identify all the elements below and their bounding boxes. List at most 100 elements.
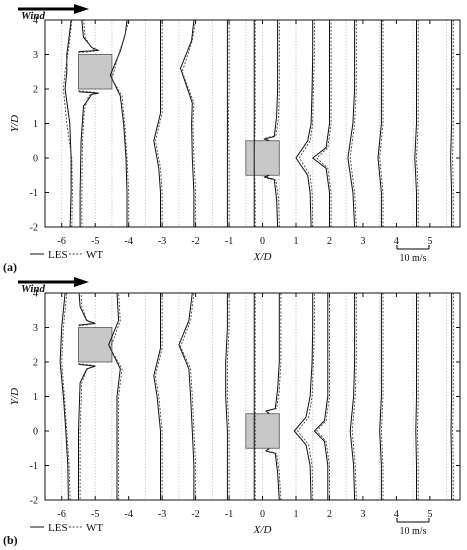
y-tick-label: 0 [33, 427, 38, 438]
chart-panel-b: -6 -5 -4 -3 -2 -1 0 1 2 3 4 5 -2 -1 0 1 2 3 4 X/D Y/D Wind (b)… [3, 277, 461, 547]
wt-profile-line [265, 174, 280, 228]
les-profile-line [312, 20, 330, 227]
les-profile-line [78, 292, 96, 326]
x-tick-label: -3 [158, 236, 166, 247]
wt-profile-line [227, 20, 230, 227]
x-tick-label: 0 [260, 236, 265, 247]
les-profile-line [64, 19, 72, 228]
x-tick-label: -4 [124, 236, 132, 247]
x-tick-label: 1 [294, 236, 299, 247]
les-profile-line [265, 293, 280, 415]
y-tick-label: 4 [33, 16, 38, 27]
wt-profile-line [181, 19, 197, 227]
x-tick-label: 2 [327, 509, 332, 520]
les-profile-line [450, 293, 453, 500]
panel-label: (a) [3, 260, 17, 274]
y-tick-label: 1 [33, 392, 38, 403]
x-tick-label: -5 [91, 509, 99, 520]
y-tick-label: -2 [30, 496, 38, 507]
building-block [245, 140, 280, 176]
les-profile-line [295, 20, 314, 228]
y-tick-label: 2 [33, 85, 38, 96]
x-tick-label: -6 [58, 236, 66, 247]
wind-arrow-head [74, 277, 89, 287]
les-profile-line [78, 19, 99, 53]
wt-profile-line [297, 293, 315, 501]
wt-profile-line [267, 448, 282, 501]
x-tick-label: -1 [225, 236, 233, 247]
x-tick-label: -1 [225, 509, 233, 520]
wt-profile-line [267, 293, 282, 415]
plot-frame [44, 292, 461, 501]
y-tick-label: 0 [33, 154, 38, 165]
les-profile-line [59, 292, 69, 501]
x-tick-label: 2 [327, 236, 332, 247]
building-block [245, 413, 280, 449]
y-tick-label: -2 [30, 223, 38, 234]
les-profile-line [263, 174, 279, 228]
x-tick-label: -4 [124, 509, 132, 520]
les-profile-line [450, 20, 453, 227]
x-tick-label: 1 [294, 509, 299, 520]
y-tick-label: -1 [30, 461, 38, 472]
wt-profile-line [154, 293, 163, 500]
wt-profile-line [78, 292, 94, 327]
les-profile-line [293, 293, 314, 501]
wt-profile-line [452, 20, 454, 227]
les-profile-line [263, 20, 279, 142]
scale-bar-label: 10 m/s [400, 526, 427, 537]
wt-profile-line [78, 19, 96, 54]
y-axis-label: Y/D [9, 388, 21, 405]
wt-profile-line [452, 293, 454, 500]
les-profile-line [178, 292, 195, 500]
les-profile-line [414, 20, 417, 227]
building-block [78, 327, 113, 363]
x-axis-label: X/D [253, 524, 272, 536]
wind-label: Wind [21, 10, 46, 22]
x-tick-label: -6 [58, 509, 66, 520]
x-tick-label: -2 [191, 236, 199, 247]
panel-label: (b) [3, 533, 18, 547]
les-profile-line [225, 293, 228, 500]
wt-profile-line [111, 19, 130, 227]
les-profile-line [349, 293, 356, 501]
wt-profile-line [379, 20, 384, 227]
x-tick-label: 5 [427, 236, 432, 247]
y-tick-label: 4 [33, 289, 38, 300]
legend-les-label: LES [48, 249, 68, 261]
x-tick-label: -2 [191, 509, 199, 520]
wt-profile-line [154, 20, 163, 227]
les-profile-line [415, 293, 417, 500]
scale-bar-label: 10 m/s [400, 253, 427, 264]
legend-wt-label: WT [86, 522, 103, 534]
scale-bar: 10 m/s [396, 245, 430, 264]
les-profile-line [78, 91, 99, 227]
building-block [78, 54, 113, 90]
wt-profile-line [349, 20, 357, 228]
wt-profile-line [78, 363, 94, 500]
x-tick-label: 5 [427, 509, 432, 520]
les-profile-line [153, 293, 161, 500]
les-profile-line [180, 19, 195, 227]
wt-profile-line [316, 20, 332, 227]
x-tick-label: -5 [91, 236, 99, 247]
les-profile-line [109, 19, 128, 227]
les-profile-line [153, 20, 161, 227]
y-axis-label: Y/D [9, 115, 21, 132]
x-axis-label: X/D [253, 251, 272, 263]
les-profile-line [313, 293, 329, 500]
x-tick-label: 0 [260, 509, 265, 520]
x-tick-label: 3 [360, 236, 365, 247]
x-tick-label: 4 [394, 509, 399, 520]
y-tick-label: 3 [33, 323, 38, 334]
x-tick-label: 4 [394, 236, 399, 247]
wt-profile-line [109, 292, 123, 500]
wt-profile-line [316, 293, 330, 500]
wind-label: Wind [21, 283, 46, 295]
wt-profile-line [61, 292, 71, 501]
wt-profile-line [417, 293, 419, 500]
legend-wt-label: WT [86, 249, 103, 261]
plot-frame [44, 19, 461, 228]
y-tick-label: -1 [30, 188, 38, 199]
